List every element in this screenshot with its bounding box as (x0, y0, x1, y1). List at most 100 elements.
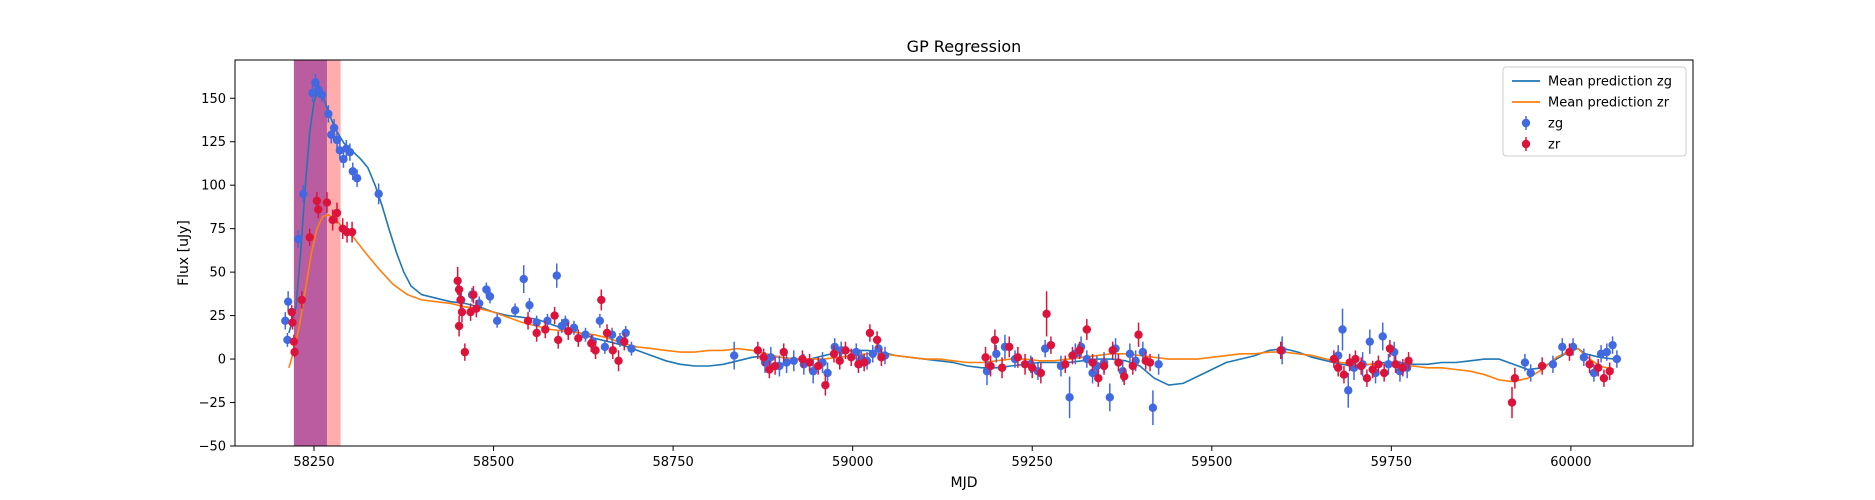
marker (1520, 358, 1530, 367)
marker (1134, 330, 1143, 339)
data-point-zr-51 (859, 353, 869, 372)
x-tick-label-0: 58250 (293, 455, 334, 470)
data-point-zg-14 (339, 150, 348, 168)
marker (1329, 354, 1339, 364)
marker (283, 335, 292, 345)
marker (1099, 361, 1109, 371)
data-point-zr-74 (1114, 353, 1123, 372)
data-point-zr-57 (990, 329, 1000, 351)
marker (1088, 368, 1097, 378)
data-point-zr-94 (1404, 352, 1413, 370)
marker (324, 109, 333, 119)
data-point-zg-62 (992, 345, 1001, 363)
legend-label: zg (1548, 117, 1563, 132)
data-point-zr-8 (322, 192, 332, 214)
marker (859, 358, 869, 367)
legend-label: Mean prediction zr (1548, 96, 1670, 111)
data-point-zr-65 (1046, 336, 1056, 354)
data-point-zg-19 (374, 183, 383, 205)
data-point-zr-27 (554, 331, 563, 349)
marker (1510, 373, 1520, 383)
data-point-zr-101 (1599, 369, 1609, 387)
data-point-zr-92 (1391, 355, 1400, 373)
marker (602, 328, 612, 338)
data-point-zg-58 (868, 345, 877, 363)
data-point-zr-56 (986, 355, 995, 377)
marker (290, 347, 299, 357)
data-point-zr-49 (847, 348, 856, 367)
marker (281, 316, 290, 326)
data-point-zg-24 (485, 289, 495, 304)
marker (554, 335, 563, 345)
data-point-zg-27 (519, 265, 528, 293)
data-point-zr-87 (1362, 369, 1372, 387)
marker (1013, 353, 1023, 362)
data-point-zr-102 (1605, 362, 1614, 380)
plot-frame (234, 59, 1694, 447)
data-point-zg-25 (492, 313, 502, 328)
marker (550, 311, 559, 320)
marker (841, 346, 850, 355)
marker (608, 346, 617, 355)
marker (1020, 360, 1030, 369)
marker (374, 189, 383, 199)
data-point-zr-40 (770, 357, 780, 375)
marker (1005, 342, 1014, 352)
data-point-zg-98 (1526, 364, 1535, 382)
marker (595, 316, 605, 326)
data-point-zr-29 (574, 329, 583, 347)
y-tick-label-1: −25 (199, 396, 226, 411)
marker (766, 353, 775, 362)
data-point-zr-4 (297, 291, 306, 309)
data-point-zr-26 (550, 306, 559, 325)
marker (339, 154, 348, 164)
x-tick-label-3: 59000 (832, 455, 873, 470)
data-point-zr-82 (1333, 359, 1343, 377)
marker (1339, 370, 1349, 379)
data-point-zr-30 (587, 334, 596, 353)
x-tick-label-7: 60000 (1550, 455, 1591, 470)
y-tick-label-6: 100 (201, 179, 226, 194)
data-point-zr-91 (1385, 339, 1395, 358)
marker (1145, 358, 1155, 367)
marker (1138, 347, 1148, 357)
legend-label: zr (1548, 138, 1561, 153)
marker (1585, 360, 1594, 369)
marker (1061, 360, 1070, 369)
marker (782, 358, 791, 367)
data-point-zr-64 (1042, 291, 1051, 337)
data-point-zr-75 (1119, 367, 1129, 386)
marker (469, 290, 478, 299)
marker (829, 349, 839, 359)
data-point-zg-0 (281, 312, 290, 330)
data-point-zr-70 (1088, 353, 1097, 372)
marker (814, 361, 823, 371)
marker (759, 353, 768, 362)
data-point-zg-76 (1105, 383, 1115, 412)
data-point-zg-97 (1520, 353, 1530, 372)
data-point-zg-35 (581, 327, 590, 342)
x-tick-label-6: 59750 (1371, 455, 1412, 470)
marker (1365, 337, 1374, 346)
marker (1565, 347, 1574, 357)
legend-entry-2: zg (1521, 116, 1563, 132)
data-point-zg-18 (352, 169, 362, 187)
data-point-zr-59 (1005, 336, 1014, 358)
marker (591, 346, 600, 355)
marker (317, 90, 327, 99)
marker (868, 349, 877, 359)
data-point-zr-19 (460, 343, 470, 361)
marker (1065, 393, 1074, 402)
marker (454, 321, 464, 331)
marker (587, 339, 596, 348)
marker (329, 123, 339, 133)
data-point-zg-33 (561, 315, 570, 330)
marker (485, 292, 495, 301)
data-point-zg-9 (324, 105, 333, 123)
data-point-zr-60 (1013, 346, 1023, 368)
data-point-zr-76 (1128, 357, 1137, 375)
marker (1082, 325, 1092, 334)
marker (335, 146, 345, 155)
marker (1088, 358, 1097, 367)
marker (1384, 360, 1393, 369)
